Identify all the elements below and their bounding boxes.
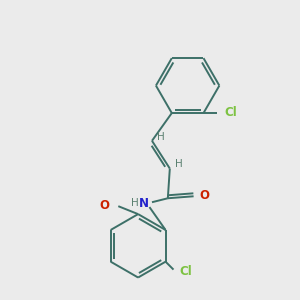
- Text: N: N: [139, 197, 149, 210]
- Text: O: O: [200, 189, 209, 202]
- Text: H: H: [175, 159, 183, 169]
- Text: Cl: Cl: [179, 265, 192, 278]
- Text: Cl: Cl: [224, 106, 237, 118]
- Text: H: H: [131, 198, 139, 208]
- Text: O: O: [99, 199, 110, 212]
- Text: H: H: [157, 132, 165, 142]
